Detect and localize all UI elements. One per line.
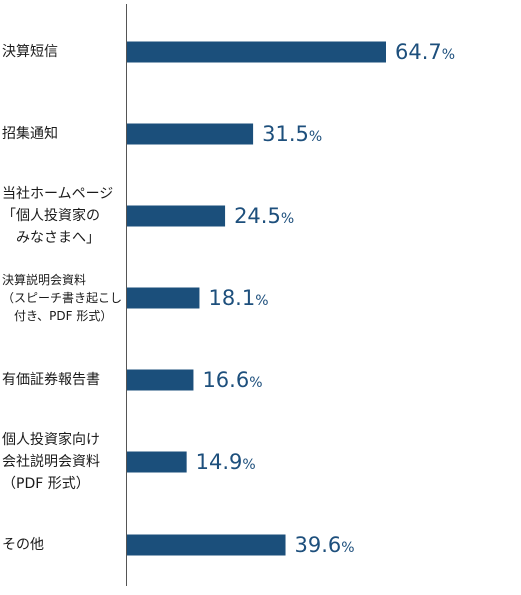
value-unit: % <box>341 540 355 556</box>
value-unit: % <box>249 375 263 391</box>
category-label-line: （スピーチ書き起こし <box>2 291 123 305</box>
category-label-line: 有価証券報告書 <box>2 372 100 388</box>
value-number: 31.5 <box>262 122 309 146</box>
category-label: 決算短信 <box>2 41 58 63</box>
category-label-line: 「個人投資家の <box>2 208 100 224</box>
value-label: 39.6% <box>295 534 355 559</box>
category-label: 有価証券報告書 <box>2 369 100 391</box>
bar <box>127 205 226 227</box>
category-label: その他 <box>2 534 44 556</box>
category-label: 招集通知 <box>2 123 58 145</box>
value-unit: % <box>441 47 456 63</box>
category-label: 当社ホームページ 「個人投資家の みなさまへ」 <box>2 183 113 249</box>
bar <box>127 123 254 145</box>
category-label-line: 付き、PDF 形式） <box>2 309 113 323</box>
category-label: 決算説明会資料 （スピーチ書き起こし 付き、PDF 形式） <box>2 271 122 325</box>
category-label-line: 決算短信 <box>2 44 58 60</box>
bar <box>127 451 187 473</box>
value-number: 64.7 <box>395 40 442 64</box>
category-label-line: 当社ホームページ <box>2 186 114 202</box>
category-label-line: 個人投資家向け <box>2 432 100 448</box>
value-unit: % <box>308 129 323 145</box>
bar <box>127 287 200 309</box>
value-number: 16.6 <box>202 368 250 392</box>
value-label: 24.5% <box>234 205 294 230</box>
bar <box>127 41 386 63</box>
category-label-line: みなさまへ」 <box>2 230 100 246</box>
value-unit: % <box>255 293 269 309</box>
value-unit: % <box>242 457 256 473</box>
category-label-line: 会社説明会資料 <box>2 454 100 470</box>
bar <box>127 534 286 556</box>
value-number: 18.1 <box>208 286 256 310</box>
value-label: 18.1% <box>208 287 268 312</box>
category-label-line: （PDF 形式） <box>2 476 90 492</box>
category-label-line: その他 <box>2 537 44 553</box>
value-unit: % <box>280 211 295 227</box>
category-label-line: 決算説明会資料 <box>2 273 87 287</box>
value-number: 24.5 <box>234 204 281 228</box>
value-number: 14.9 <box>195 450 243 474</box>
category-label: 個人投資家向け 会社説明会資料 （PDF 形式） <box>2 429 100 495</box>
value-label: 14.9% <box>196 451 256 476</box>
value-label: 16.6% <box>202 369 262 394</box>
value-label: 31.5% <box>262 123 322 148</box>
category-label-line: 招集通知 <box>2 126 58 142</box>
bar <box>127 369 194 391</box>
value-number: 39.6 <box>294 533 342 557</box>
value-label: 64.7% <box>395 41 455 66</box>
